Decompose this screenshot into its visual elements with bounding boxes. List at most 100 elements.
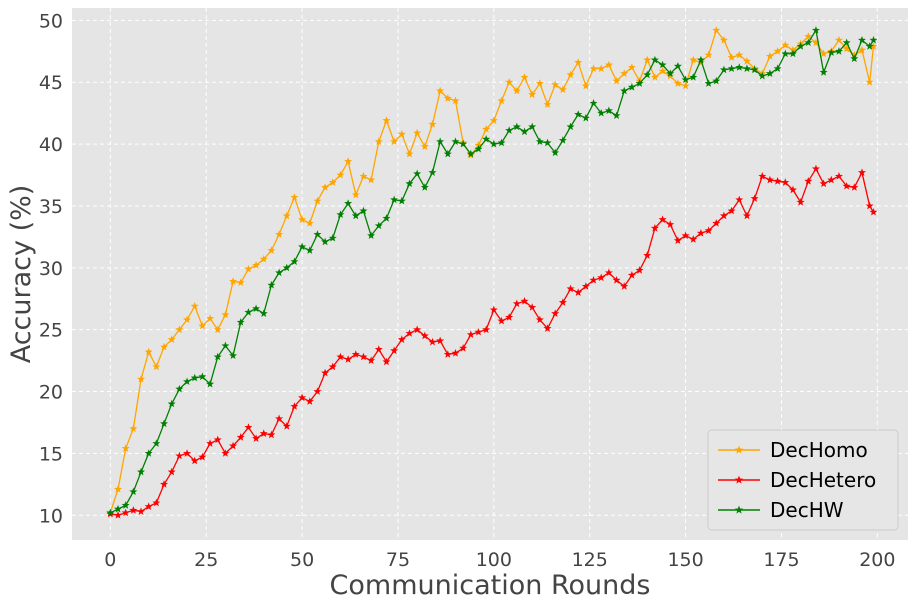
data-point-star — [405, 149, 414, 158]
data-point-star — [535, 137, 544, 146]
data-point-star — [666, 69, 675, 77]
data-point-star — [673, 79, 682, 87]
data-point-star — [505, 126, 514, 134]
data-point-star — [796, 198, 805, 206]
data-point-star — [673, 61, 682, 70]
data-point-star — [144, 449, 153, 457]
data-point-star — [321, 368, 330, 377]
data-point-star — [175, 384, 184, 393]
data-point-star — [842, 181, 851, 190]
data-point-star — [796, 42, 805, 50]
data-point-star — [305, 397, 314, 405]
y-tick-label: 30 — [39, 258, 63, 280]
y-tick-label: 45 — [39, 72, 63, 94]
data-point-star — [313, 387, 322, 395]
data-point-star — [298, 215, 307, 223]
x-tick-label: 0 — [104, 549, 116, 571]
data-point-star — [869, 207, 878, 216]
data-point-star — [206, 314, 215, 322]
data-point-star — [229, 441, 238, 450]
data-point-star — [290, 193, 299, 201]
data-point-star — [512, 122, 521, 131]
legend: DecHomo DecHetero DecHW — [707, 429, 899, 531]
data-point-star — [129, 424, 138, 433]
data-point-star — [719, 211, 728, 220]
data-point-star — [313, 196, 322, 205]
data-point-star — [788, 185, 797, 194]
data-point-star — [827, 48, 836, 56]
data-point-star — [627, 82, 636, 91]
data-point-star — [275, 414, 284, 423]
data-point-star — [474, 144, 483, 153]
data-point-star — [543, 138, 552, 147]
data-point-star — [865, 201, 874, 210]
data-point-star — [374, 345, 383, 353]
data-point-star — [543, 100, 552, 108]
data-point-star — [397, 335, 406, 343]
data-point-star — [781, 178, 790, 186]
data-point-star — [597, 108, 606, 117]
data-point-star — [405, 329, 414, 337]
data-point-star — [650, 55, 659, 64]
data-point-star — [466, 330, 475, 339]
data-point-star — [834, 47, 843, 55]
data-point-star — [581, 81, 590, 90]
legend-label: DecHetero — [770, 468, 876, 492]
data-point-star — [497, 138, 506, 147]
data-point-star — [543, 324, 552, 332]
data-point-star — [666, 71, 675, 80]
data-point-star — [259, 309, 268, 317]
legend-marker-star — [734, 475, 744, 484]
data-point-star — [781, 40, 790, 49]
data-point-star — [344, 199, 353, 207]
data-point-star — [328, 362, 337, 371]
data-point-star — [620, 86, 629, 95]
data-point-star — [436, 86, 445, 95]
data-point-star — [666, 220, 675, 228]
data-point-star — [344, 157, 353, 165]
data-point-star — [252, 261, 261, 269]
data-point-star — [367, 231, 376, 240]
data-point-star — [190, 301, 199, 310]
data-point-star — [704, 226, 713, 235]
data-point-star — [244, 264, 253, 273]
data-point-star — [865, 42, 874, 50]
x-tick-label: 25 — [194, 549, 218, 571]
data-point-star — [298, 393, 307, 402]
data-point-star — [137, 374, 146, 383]
data-point-star — [704, 79, 713, 87]
data-point-star — [474, 327, 483, 336]
data-point-star — [413, 325, 422, 334]
data-point-star — [811, 38, 820, 47]
data-point-star — [451, 96, 460, 105]
data-series — [106, 26, 878, 519]
data-point-star — [719, 65, 728, 74]
data-point-star — [566, 284, 575, 293]
data-point-star — [635, 266, 644, 274]
data-point-star — [804, 32, 813, 40]
data-point-star — [520, 297, 529, 305]
data-point-star — [413, 169, 422, 178]
data-point-star — [359, 172, 368, 180]
data-point-star — [420, 183, 429, 191]
data-point-star — [267, 430, 276, 439]
legend-label: DecHW — [770, 498, 844, 522]
data-point-star — [612, 275, 621, 284]
data-point-star — [712, 219, 721, 227]
data-point-star — [466, 149, 475, 158]
data-point-star — [750, 194, 759, 202]
data-point-star — [589, 99, 598, 107]
legend-entry: DecHetero — [718, 468, 876, 492]
data-point-star — [459, 344, 468, 352]
data-point-star — [689, 73, 698, 81]
data-point-star — [436, 137, 445, 146]
data-point-star — [420, 331, 429, 340]
data-point-star — [635, 79, 644, 87]
data-point-star — [735, 50, 744, 59]
data-point-star — [428, 337, 437, 346]
data-point-star — [198, 321, 207, 330]
data-point-star — [643, 55, 652, 64]
data-point-star — [696, 55, 705, 64]
data-point-star — [374, 137, 383, 146]
x-axis-label: Communication Rounds — [330, 570, 651, 601]
